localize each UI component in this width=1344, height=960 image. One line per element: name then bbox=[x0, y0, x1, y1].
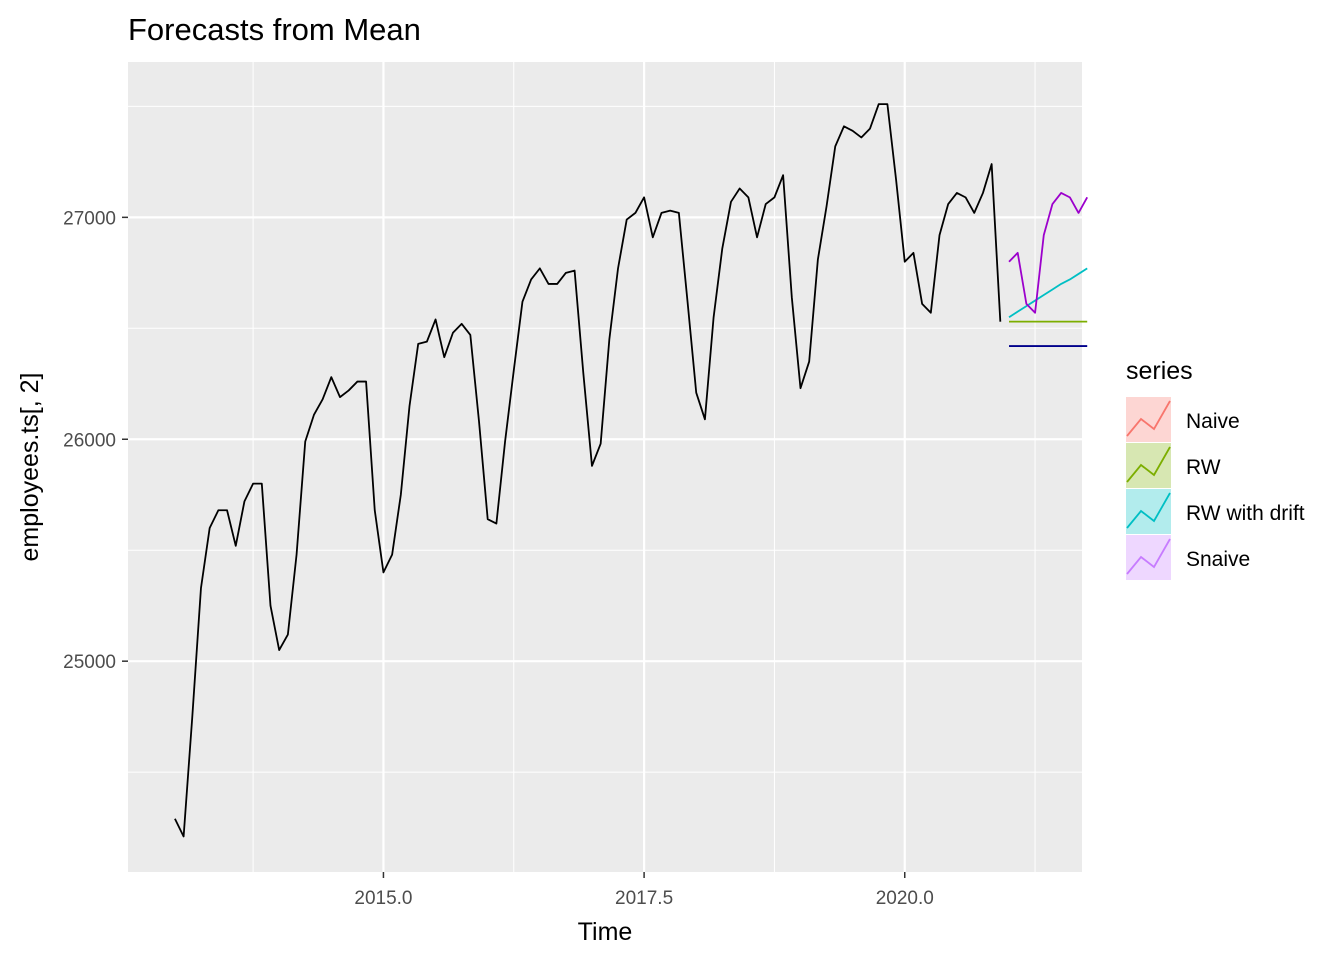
legend-key-rw bbox=[1126, 443, 1171, 488]
grid bbox=[128, 62, 1082, 872]
legend-key-rw-with-drift bbox=[1126, 489, 1171, 534]
x-tick-label: 2015.0 bbox=[354, 888, 412, 909]
forecast-line-rw-with-drift bbox=[1008, 267, 1088, 318]
legend-key-line-snaive bbox=[1126, 538, 1171, 575]
legend-label-snaive: Snaive bbox=[1186, 548, 1250, 571]
y-axis: 25000 26000 27000 bbox=[63, 208, 128, 673]
legend-key-naive bbox=[1126, 397, 1171, 442]
legend-key-line-rw-with-drift bbox=[1126, 492, 1171, 529]
y-tick-label: 26000 bbox=[63, 430, 116, 451]
legend-label-rw-with-drift: RW with drift bbox=[1186, 502, 1305, 525]
x-axis-title: Time bbox=[578, 918, 633, 946]
legend-key-snaive bbox=[1126, 535, 1171, 580]
x-tick-label: 2017.5 bbox=[615, 888, 673, 909]
series-lines bbox=[174, 103, 1088, 838]
y-tick-label: 27000 bbox=[63, 208, 116, 229]
plot-panel bbox=[128, 62, 1082, 872]
legend-label-naive: Naive bbox=[1186, 410, 1240, 433]
history-line bbox=[174, 103, 1002, 838]
forecast-line-snaive bbox=[1008, 192, 1088, 314]
legend-label-rw: RW bbox=[1186, 456, 1221, 479]
y-axis-title: employees.ts[, 2] bbox=[16, 373, 44, 562]
legend-title: series bbox=[1126, 357, 1193, 385]
x-tick-label: 2020.0 bbox=[876, 888, 934, 909]
legend-key-line-naive bbox=[1126, 400, 1171, 437]
legend: series Naive RW RW with drift Snaive bbox=[1126, 357, 1305, 580]
x-axis: 2015.0 2017.5 2020.0 bbox=[354, 872, 934, 909]
chart-title: Forecasts from Mean bbox=[128, 12, 421, 47]
legend-key-line-rw bbox=[1126, 446, 1171, 483]
y-tick-label: 25000 bbox=[63, 652, 116, 673]
